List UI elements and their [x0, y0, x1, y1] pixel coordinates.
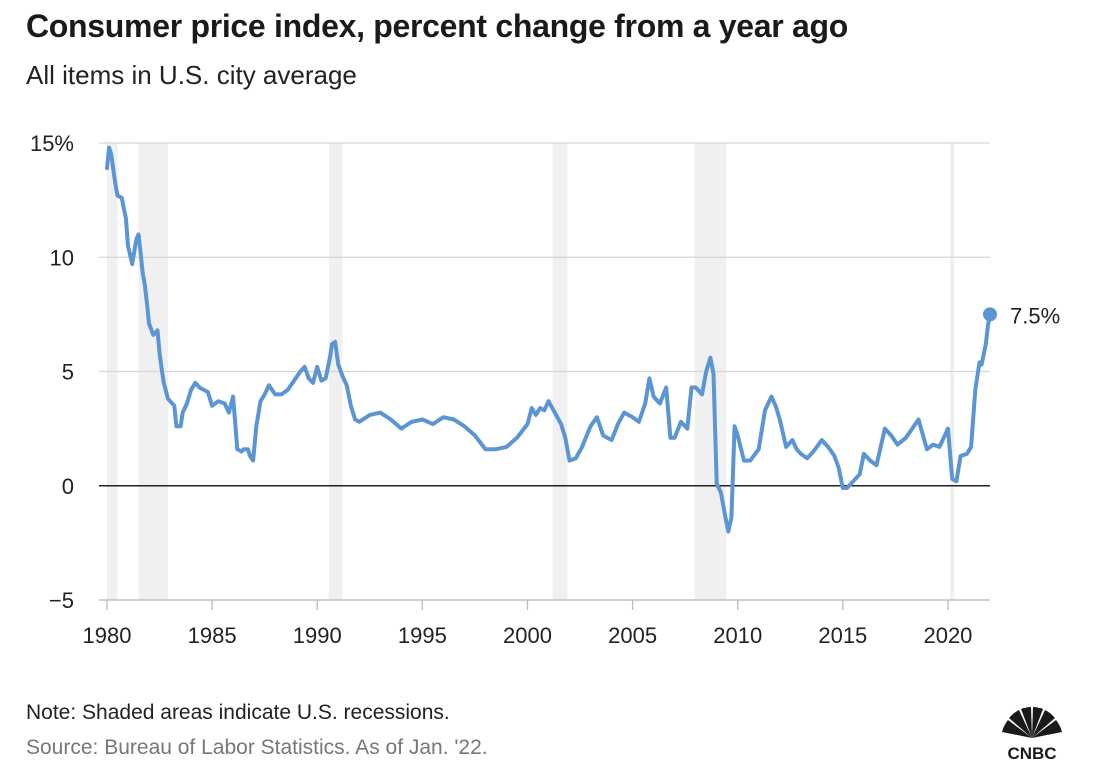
- x-tick-label: 1995: [398, 623, 447, 648]
- x-tick-label: 2010: [713, 623, 762, 648]
- cpi-series-line: [105, 145, 992, 534]
- x-tick-label: 1990: [293, 623, 342, 648]
- x-tick-label: 2015: [818, 623, 867, 648]
- y-tick-label: −5: [49, 588, 74, 613]
- latest-value-label: 7.5%: [1010, 303, 1060, 328]
- y-tick-label: 15%: [30, 131, 74, 156]
- y-tick-label: 5: [62, 360, 74, 385]
- svg-text:CNBC: CNBC: [1007, 744, 1056, 762]
- x-tick-label: 1980: [83, 623, 132, 648]
- recession-note: Note: Shaded areas indicate U.S. recessi…: [26, 701, 450, 724]
- cnbc-peacock-icon: CNBC: [1002, 707, 1062, 762]
- y-tick-label: 10: [50, 245, 74, 270]
- cpi-line-chart: 15% 10 5 0 −5 1980 1985 1990 1995 2000 2005 2010 201…: [30, 131, 1060, 648]
- chart-title: Consumer price index, percent change fro…: [26, 8, 848, 44]
- x-tick-label: 1985: [188, 623, 237, 648]
- y-tick-label: 0: [62, 474, 74, 499]
- latest-value-marker: [983, 307, 997, 322]
- x-tick-label: 2000: [503, 623, 552, 648]
- source-text: Source: Bureau of Labor Statistics. As o…: [26, 736, 488, 759]
- x-tick-label: 2005: [608, 623, 657, 648]
- chart-subtitle: All items in U.S. city average: [26, 60, 357, 90]
- x-tick-label: 2020: [923, 623, 972, 648]
